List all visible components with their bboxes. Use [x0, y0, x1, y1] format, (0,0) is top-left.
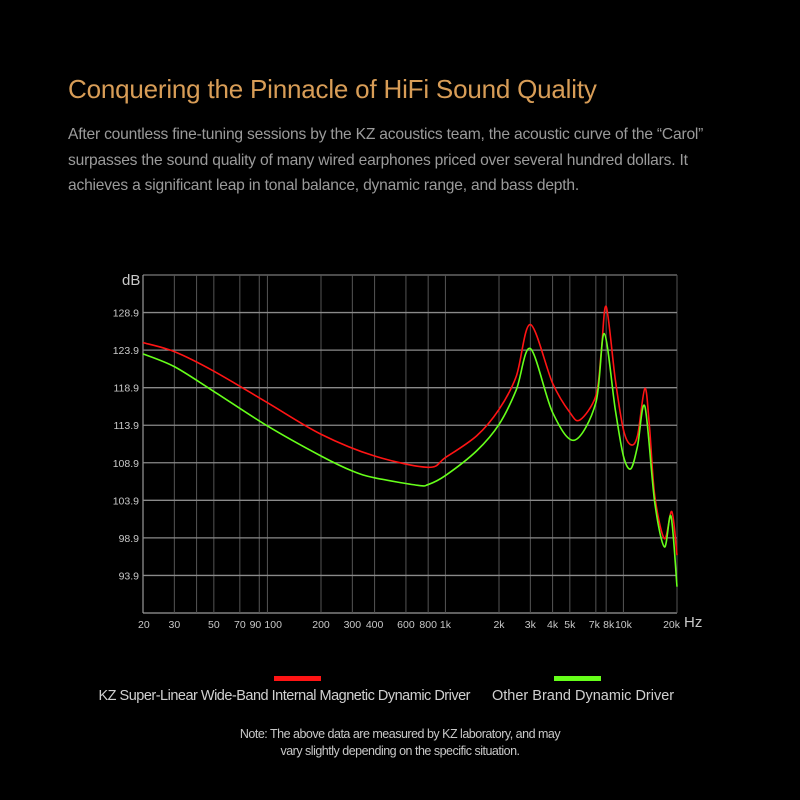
- legend-swatch-other: [554, 676, 601, 681]
- series-lines: [142, 305, 678, 587]
- series-line-kz: [142, 305, 678, 556]
- description-line: After countless fine-tuning sessions by …: [68, 126, 704, 143]
- x-axis-label: Hz: [684, 614, 702, 631]
- y-tick-label: 103.9: [113, 495, 139, 507]
- x-tick-label: 800: [419, 619, 437, 631]
- y-tick-label: 123.9: [113, 345, 139, 357]
- x-tick-label: 5k: [564, 619, 576, 631]
- x-tick-label: 4k: [547, 619, 559, 631]
- x-tick-label: 3k: [525, 619, 537, 631]
- description: After countless fine-tuning sessions by …: [68, 122, 788, 199]
- legend-label-other: Other Brand Dynamic Driver: [492, 688, 675, 704]
- x-tick-label: 50: [208, 619, 220, 631]
- x-tick-label: 2k: [493, 619, 505, 631]
- legend-label-kz: KZ Super-Linear Wide-Band Internal Magne…: [98, 688, 470, 704]
- x-tick-label: 600: [397, 619, 415, 631]
- x-tick-label: 10k: [615, 619, 633, 631]
- x-tick-label: 200: [312, 619, 330, 631]
- description-line: surpasses the sound quality of many wire…: [68, 151, 688, 169]
- footnote-line: Note: The above data are measured by KZ …: [239, 727, 561, 741]
- x-tick-label: 30: [169, 619, 181, 631]
- description-line: achieves a significant leap in tonal bal…: [68, 177, 579, 194]
- x-tick-label: 400: [366, 619, 384, 631]
- x-tick-label: 90: [250, 619, 262, 631]
- y-tick-label: 108.9: [113, 458, 139, 470]
- x-tick-label: 100: [264, 619, 282, 631]
- legend-swatch-kz: [274, 676, 321, 681]
- y-tick-label: 118.9: [114, 383, 140, 395]
- y-tick-label: 98.9: [119, 533, 140, 545]
- x-tick-label: 70: [234, 619, 246, 631]
- x-tick-label: 300: [344, 619, 362, 631]
- x-tick-label: 7k: [589, 619, 601, 631]
- x-tick-label: 20: [138, 619, 150, 631]
- series-line-other: [142, 332, 678, 587]
- x-tick-label: 8k: [603, 619, 615, 631]
- y-tick-label: 93.9: [119, 570, 140, 582]
- y-tick-label: 113.9: [114, 420, 140, 432]
- y-tick-label: 128.9: [113, 308, 139, 320]
- grid: [142, 274, 678, 614]
- x-tick-label: 20k: [663, 619, 681, 631]
- y-axis-label: dB: [122, 272, 140, 289]
- tick-labels: 128.9 123.9 118.9 113.9 108.9 103.9 98.9 93.9 20…: [113, 308, 681, 631]
- x-tick-label: 1k: [440, 619, 452, 631]
- footnote-line: vary slightly depending on the specific …: [280, 744, 520, 758]
- page-title: Conquering the Pinnacle of HiFi Sound Qu…: [68, 74, 597, 104]
- footnote: Note: The above data are measured by KZ …: [0, 726, 800, 760]
